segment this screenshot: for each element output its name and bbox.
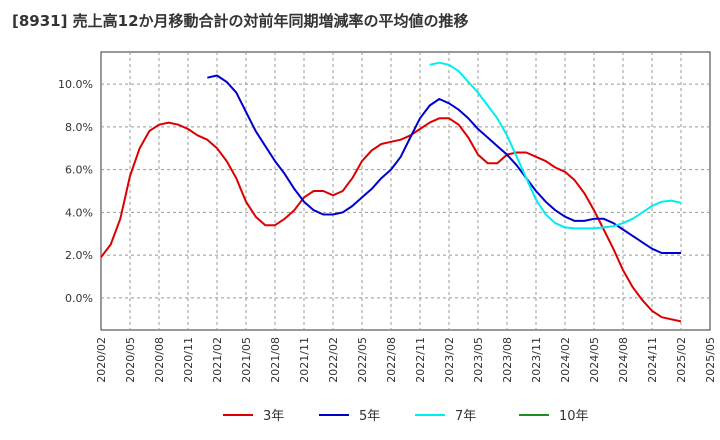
x-tick-label: 2025/02 xyxy=(675,337,688,383)
x-tick-label: 2023/11 xyxy=(530,337,543,383)
legend-label: 7年 xyxy=(455,409,476,424)
x-tick-label: 2022/02 xyxy=(327,337,340,383)
series-line xyxy=(207,74,681,254)
x-tick-label: 2021/02 xyxy=(211,337,224,383)
y-tick-label: 6.0% xyxy=(65,164,93,177)
chart-title: [8931] 売上高12か月移動合計の対前年同期増減率の平均値の推移 xyxy=(12,12,469,30)
x-tick-label: 2023/08 xyxy=(501,337,514,383)
x-tick-label: 2021/08 xyxy=(269,337,282,383)
y-tick-label: 0.0% xyxy=(65,292,93,305)
x-tick-label: 2020/05 xyxy=(124,337,137,383)
x-tick-label: 2020/02 xyxy=(95,337,108,383)
x-tick-label: 2022/05 xyxy=(356,337,369,383)
legend-label: 10年 xyxy=(559,409,589,424)
x-tick-label: 2022/08 xyxy=(385,337,398,383)
x-tick-label: 2023/02 xyxy=(443,337,456,383)
x-tick-label: 2024/11 xyxy=(646,337,659,383)
y-tick-label: 10.0% xyxy=(58,78,93,91)
legend-label: 5年 xyxy=(359,409,380,424)
x-tick-label: 2023/05 xyxy=(472,337,485,383)
x-tick-label: 2020/11 xyxy=(182,337,195,383)
plot-area xyxy=(100,51,711,331)
x-tick-label: 2020/08 xyxy=(153,337,166,383)
x-tick-label: 2022/11 xyxy=(414,337,427,383)
x-tick-label: 2021/05 xyxy=(240,337,253,383)
legend-label: 3年 xyxy=(263,409,284,424)
y-tick-label: 8.0% xyxy=(65,121,93,134)
x-tick-label: 2025/05 xyxy=(704,337,717,383)
y-tick-label: 2.0% xyxy=(65,249,93,262)
x-tick-label: 2021/11 xyxy=(298,337,311,383)
y-tick-label: 4.0% xyxy=(65,206,93,219)
x-tick-label: 2024/08 xyxy=(617,337,630,383)
x-tick-label: 2024/05 xyxy=(588,337,601,383)
series-line xyxy=(429,61,682,230)
series-line xyxy=(100,117,682,323)
x-tick-label: 2024/02 xyxy=(559,337,572,383)
